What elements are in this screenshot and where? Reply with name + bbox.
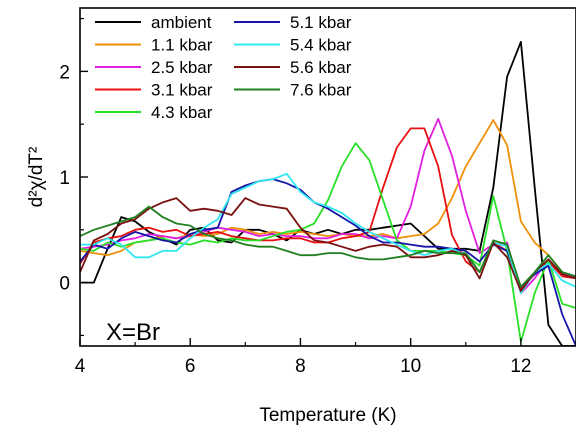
x-tick-label-4: 12	[510, 356, 531, 377]
x-axis-title: Temperature (K)	[259, 405, 396, 426]
series-line-4	[80, 142, 576, 343]
legend-label-5: 5.1 kbar	[290, 13, 352, 32]
legend-label-0: ambient	[151, 13, 212, 32]
x-tick-label-0: 4	[75, 356, 86, 377]
legend-label-3: 3.1 kbar	[151, 81, 213, 100]
legend-label-1: 1.1 kbar	[151, 36, 213, 55]
x-tick-label-1: 6	[185, 356, 196, 377]
y-axis-title: d²χ/dT²	[26, 147, 47, 208]
y-tick-label-1: 1	[59, 168, 70, 189]
x-tick-label-2: 8	[295, 356, 306, 377]
legend: ambient 1.1 kbar 2.5 kbar 3.1 kbar 4.3 kbar 5…	[95, 13, 352, 122]
legend-label-6: 5.4 kbar	[290, 36, 352, 55]
x-tick-label-3: 10	[400, 356, 421, 377]
y-tick-label-0: 0	[59, 274, 70, 295]
legend-label-2: 2.5 kbar	[151, 58, 213, 77]
y-tick-label-2: 2	[59, 62, 70, 83]
legend-label-7: 5.6 kbar	[290, 58, 352, 77]
series-layer	[80, 40, 576, 346]
legend-label-8: 7.6 kbar	[290, 81, 352, 100]
series-line-8	[80, 205, 576, 288]
annotation-label: X=Br	[106, 319, 160, 346]
legend-label-4: 4.3 kbar	[151, 103, 213, 122]
